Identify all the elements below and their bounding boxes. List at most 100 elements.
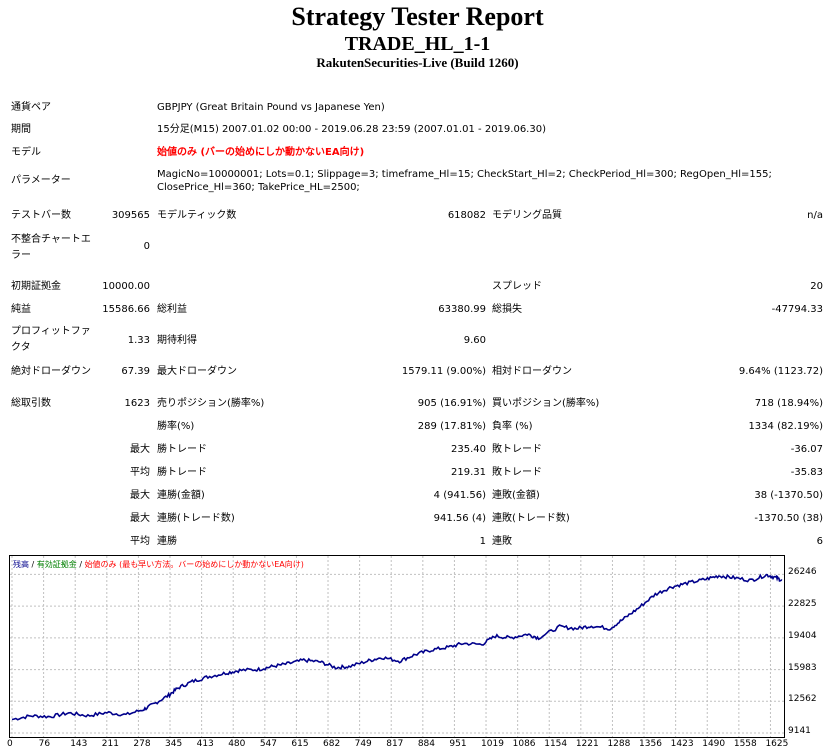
- max-dd-value: 1579.11 (9.00%): [401, 366, 486, 377]
- avg-win-label: 勝トレード: [157, 467, 207, 478]
- qualifier-max-3: 最大: [130, 513, 150, 524]
- max-dd-label: 最大ドローダウン: [157, 366, 237, 377]
- legend-sep-2: /: [76, 560, 85, 569]
- balance-chart: 残高 / 有効証拠金 / 始値のみ (最も早い方法。バーの始めにしか動かないEA…: [9, 555, 785, 738]
- x-tick-label: 480: [228, 739, 246, 749]
- win-label: 勝率(%): [157, 421, 195, 432]
- mismatch-label-1: 不整合チャートエ: [11, 234, 91, 245]
- x-tick-label: 1625: [765, 739, 789, 749]
- short-label: 売りポジション(勝率%): [157, 398, 265, 409]
- x-tick-label: 817: [386, 739, 404, 749]
- ticks-label: モデルティック数: [157, 210, 237, 221]
- cons-win-cnt-label: 連勝(トレード数): [157, 513, 235, 524]
- x-tick-label: 1288: [607, 739, 631, 749]
- x-tick-label: 1019: [481, 739, 504, 749]
- avg-cons-win-value: 1: [479, 536, 486, 547]
- params-line-1: MagicNo=10000001; Lots=0.1; Slippage=3; …: [157, 169, 772, 180]
- x-tick-label: 143: [70, 739, 88, 749]
- x-tick-label: 682: [323, 739, 341, 749]
- ticks-value: 618082: [447, 210, 486, 221]
- abs-dd-label: 絶対ドローダウン: [11, 366, 91, 377]
- params-label: パラメーター: [11, 175, 71, 186]
- legend-sep-1: /: [29, 560, 37, 569]
- quality-value: n/a: [807, 210, 823, 221]
- avg-cons-win-label: 連勝: [157, 536, 177, 547]
- x-tick-label: 884: [417, 739, 435, 749]
- y-tick-label: 12562: [788, 694, 817, 705]
- y-tick-label: 22825: [788, 599, 817, 610]
- symbol-label: 通貨ペア: [11, 102, 51, 113]
- x-tick-label: 1356: [639, 739, 662, 749]
- max-loss-value: -36.07: [790, 444, 823, 455]
- pf-label-1: プロフィットファ: [11, 326, 91, 337]
- gross-loss-value: -47794.33: [771, 304, 823, 315]
- gross-loss-label: 総損失: [492, 304, 522, 315]
- long-value: 718 (18.94%): [754, 398, 823, 409]
- cons-win-amt-value: 4 (941.56): [433, 490, 486, 501]
- legend-model: 始値のみ (最も早い方法。バーの始めにしか動かないEA向け): [84, 560, 304, 569]
- model-value: 始値のみ (バーの始めにしか動かないEA向け): [157, 147, 365, 158]
- gross-profit-label: 総利益: [157, 304, 187, 315]
- x-tick-label: 1558: [733, 739, 757, 749]
- model-label: モデル: [11, 147, 41, 158]
- x-tick-label: 1086: [512, 739, 536, 749]
- qualifier-avg: 平均: [130, 467, 150, 478]
- cons-loss-cnt-value: -1370.50 (38): [754, 513, 823, 524]
- cons-loss-cnt-label: 連敗(トレード数): [492, 513, 570, 524]
- x-tick-label: 1221: [575, 739, 599, 749]
- x-tick-label: 413: [196, 739, 214, 749]
- balance-chart-svg: [10, 556, 784, 737]
- loss-label: 負率 (%): [492, 421, 533, 432]
- spread-value: 20: [810, 281, 823, 292]
- expected-value: 9.60: [463, 335, 486, 346]
- report-title: Strategy Tester Report: [291, 2, 544, 31]
- cons-loss-amt-label: 連敗(金額): [492, 490, 540, 501]
- period-label: 期間: [11, 124, 31, 135]
- quality-label: モデリング品質: [492, 210, 562, 221]
- cons-win-cnt-value: 941.56 (4): [433, 513, 486, 524]
- avg-cons-loss-label: 連敗: [492, 536, 512, 547]
- x-tick-label: 345: [165, 739, 183, 749]
- expected-label: 期待利得: [157, 335, 197, 346]
- mismatch-label-2: ラー: [11, 250, 31, 261]
- avg-cons-loss-value: 6: [816, 536, 823, 547]
- mismatch-value: 0: [143, 241, 150, 252]
- rel-dd-label: 相対ドローダウン: [492, 366, 572, 377]
- params-line-2: ClosePrice_Hl=360; TakePrice_HL=2500;: [157, 182, 360, 193]
- avg-loss-label: 敗トレード: [492, 467, 542, 478]
- x-tick-label: 615: [291, 739, 309, 749]
- x-tick-label: 278: [133, 739, 151, 749]
- win-value: 289 (17.81%): [417, 421, 486, 432]
- report-subtitle: TRADE_HL_1-1: [344, 33, 491, 55]
- net-label: 純益: [11, 304, 31, 315]
- x-tick-label: 1423: [670, 739, 694, 749]
- qualifier-max: 最大: [130, 444, 150, 455]
- x-tick-label: 951: [449, 739, 467, 749]
- x-tick-label: 1154: [544, 739, 568, 749]
- bars-value: 309565: [111, 210, 150, 221]
- legend-equity: 有効証拠金: [36, 560, 77, 569]
- abs-dd-value: 67.39: [121, 366, 150, 377]
- chart-legend: 残高 / 有効証拠金 / 始値のみ (最も早い方法。バーの始めにしか動かないEA…: [13, 559, 304, 570]
- spread-label: スプレッド: [492, 281, 542, 292]
- max-win-label: 勝トレード: [157, 444, 207, 455]
- y-tick-label: 9141: [788, 726, 811, 736]
- bars-label: テストバー数: [11, 210, 71, 221]
- report-build: RakutenSecurities-Live (Build 1260): [316, 55, 519, 70]
- x-tick-label: 749: [354, 739, 372, 749]
- total-value: 1623: [124, 398, 150, 409]
- net-value: 15586.66: [102, 304, 150, 315]
- cons-loss-amt-value: 38 (-1370.50): [754, 490, 823, 501]
- x-tick-label: 0: [7, 739, 13, 749]
- y-tick-label: 19404: [788, 630, 817, 641]
- x-tick-label: 211: [101, 739, 119, 749]
- pf-value: 1.33: [127, 335, 150, 346]
- avg-loss-value: -35.83: [790, 467, 823, 478]
- short-value: 905 (16.91%): [417, 398, 486, 409]
- gross-profit-value: 63380.99: [438, 304, 486, 315]
- y-tick-label: 15983: [788, 662, 817, 673]
- cons-win-amt-label: 連勝(金額): [157, 490, 205, 501]
- pf-label-2: クタ: [11, 342, 31, 353]
- deposit-label: 初期証拠金: [11, 281, 61, 292]
- total-label: 総取引数: [11, 398, 51, 409]
